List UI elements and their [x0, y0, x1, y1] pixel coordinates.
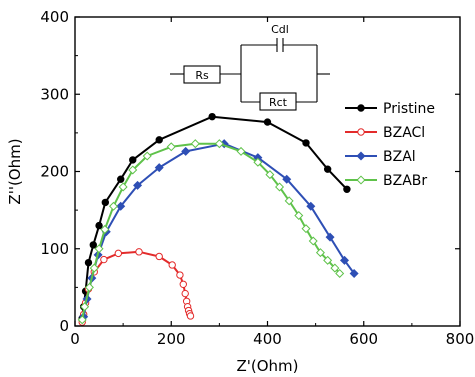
data-point — [282, 174, 292, 184]
data-point — [236, 146, 246, 156]
data-point — [94, 244, 104, 254]
data-point — [80, 302, 90, 312]
data-point — [77, 315, 87, 325]
legend-label: BZABr — [383, 173, 427, 189]
data-point — [95, 221, 103, 230]
data-point — [302, 139, 310, 147]
data-point — [265, 170, 275, 180]
equivalent-circuit — [170, 38, 330, 111]
legend-label: BZACl — [383, 125, 425, 141]
data-point — [166, 142, 176, 152]
x-axis-title: Z'(Ohm) — [236, 357, 298, 375]
legend-marker — [357, 104, 365, 112]
data-point — [330, 263, 340, 273]
data-point — [154, 163, 164, 173]
legend-label: Pristine — [383, 101, 435, 117]
data-point — [176, 271, 184, 279]
x-tick-label: 600 — [349, 330, 378, 348]
series-line — [82, 142, 355, 317]
data-point — [181, 289, 189, 298]
data-point — [155, 136, 163, 144]
data-point — [128, 165, 138, 175]
legend-item: Pristine — [345, 101, 435, 117]
data-point — [84, 258, 93, 267]
y-axis-title: Z''(Ohm) — [6, 138, 24, 204]
legend-item: BZACl — [345, 125, 425, 141]
data-point — [100, 224, 110, 234]
data-point — [108, 201, 119, 211]
data-point — [129, 156, 137, 164]
data-point — [349, 268, 359, 278]
x-tick-label: 800 — [446, 330, 475, 348]
data-point — [315, 248, 325, 258]
data-point — [168, 261, 176, 269]
legend-label: BZAl — [383, 149, 416, 165]
data-point — [335, 268, 345, 278]
data-point — [214, 139, 224, 149]
y-tick-label: 200 — [40, 163, 69, 181]
x-tick-label: 200 — [157, 330, 186, 348]
data-point — [100, 255, 108, 264]
data-point — [323, 165, 332, 173]
data-point — [275, 182, 285, 192]
cdl-label: Cdl — [271, 23, 289, 36]
legend-marker — [356, 175, 366, 185]
data-point — [89, 263, 99, 273]
series-bzal — [79, 139, 359, 322]
y-tick-label: 300 — [40, 85, 69, 103]
rct-label: Rct — [269, 96, 288, 109]
data-point — [89, 241, 97, 249]
data-point — [301, 224, 311, 234]
data-point — [294, 211, 304, 221]
data-point — [190, 139, 200, 149]
series-line — [81, 115, 348, 319]
x-tick-label: 400 — [253, 330, 282, 348]
data-point — [142, 151, 152, 161]
data-point — [308, 236, 318, 246]
data-point — [343, 185, 351, 193]
legend-marker — [356, 151, 366, 161]
data-point — [155, 252, 163, 261]
data-point — [133, 180, 143, 190]
data-point — [263, 118, 272, 126]
legend-item: BZAl — [345, 149, 416, 165]
data-point — [135, 248, 143, 256]
series-layer — [77, 112, 359, 326]
legend-item: BZABr — [345, 173, 427, 189]
rs-label: Rs — [195, 69, 209, 82]
data-point — [186, 312, 195, 320]
data-point — [101, 198, 110, 207]
data-point — [117, 175, 125, 183]
series-bzabr — [77, 139, 345, 325]
data-point — [208, 112, 216, 121]
y-tick-label: 400 — [40, 8, 69, 26]
data-point — [339, 255, 350, 265]
series-line — [81, 142, 341, 320]
legend-marker — [357, 128, 365, 136]
data-point — [114, 249, 123, 258]
data-point — [116, 201, 126, 211]
y-tick-label: 100 — [40, 240, 69, 258]
data-point — [181, 146, 191, 156]
data-point — [325, 232, 335, 242]
x-tick-label: 0 — [70, 330, 80, 348]
data-point — [306, 201, 316, 211]
data-point — [253, 157, 263, 167]
data-point — [284, 196, 294, 206]
tick-layer: 0 200 400 600 800 0 100 200 300 400 — [40, 8, 474, 348]
data-point — [179, 280, 187, 288]
data-point — [84, 282, 94, 292]
data-point — [323, 255, 333, 265]
y-tick-label: 0 — [59, 317, 69, 335]
legend: Pristine BZACl BZAl BZABr — [345, 101, 435, 189]
data-point — [118, 182, 128, 192]
